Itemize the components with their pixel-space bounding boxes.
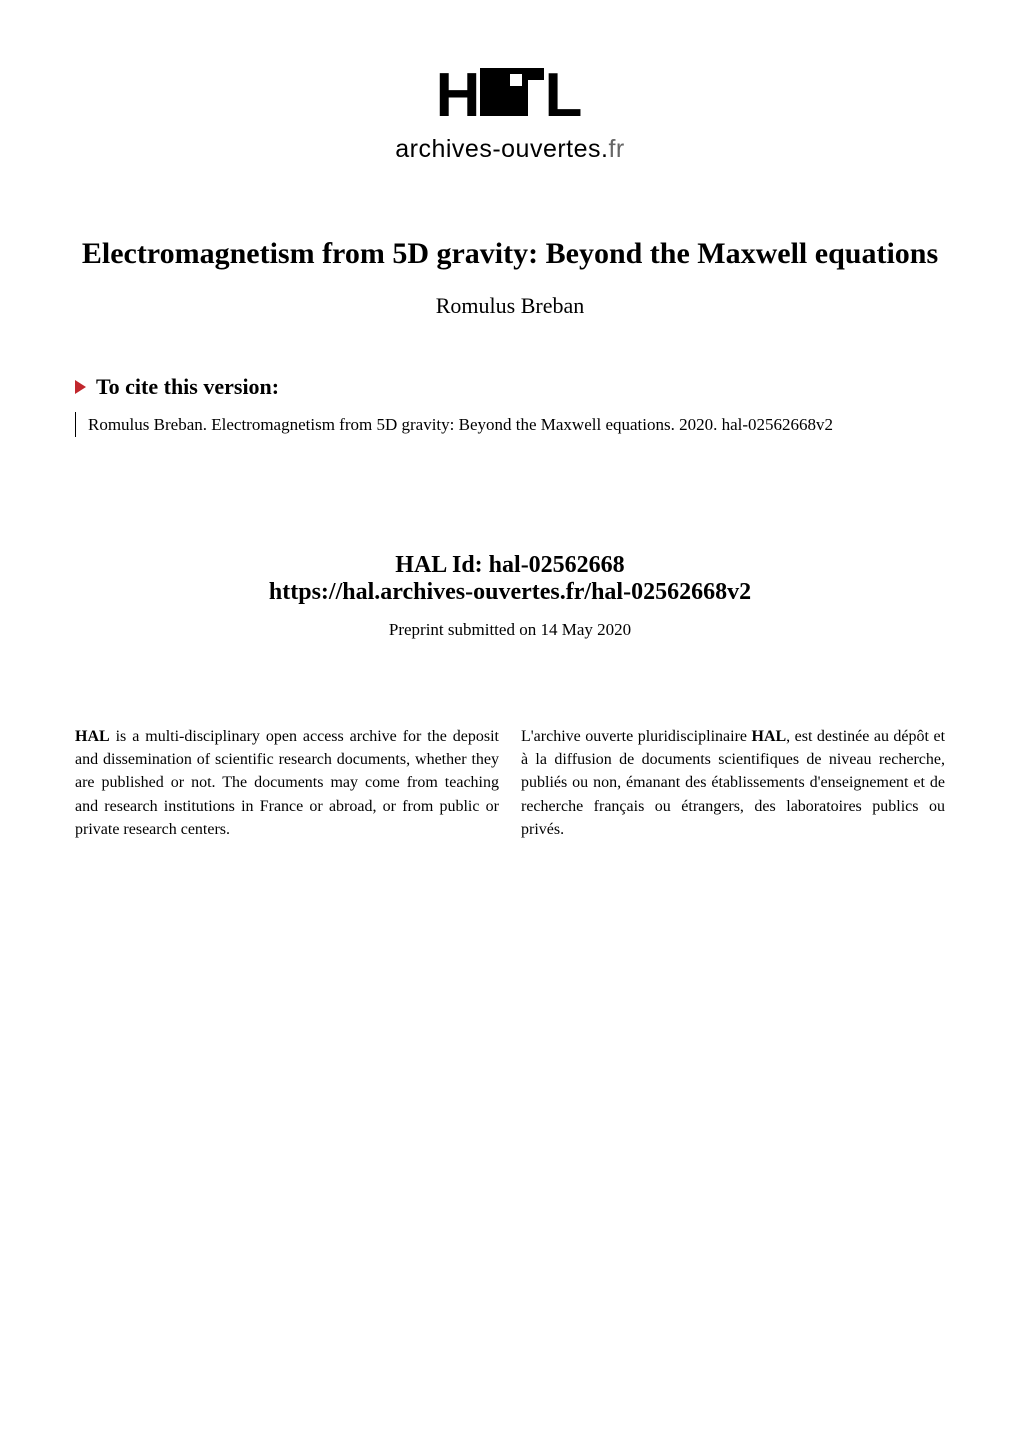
hal-logo-section: HL archives-ouvertes.fr — [75, 60, 945, 164]
logo-letter-h: H — [436, 61, 483, 130]
desc-left-bold: HAL — [75, 728, 110, 745]
paper-title: Electromagnetism from 5D gravity: Beyond… — [75, 234, 945, 275]
description-right-column: L'archive ouverte pluridisciplinaire HAL… — [521, 725, 945, 841]
description-left-column: HAL is a multi-disciplinary open access … — [75, 725, 499, 841]
hal-logo-text: HL — [395, 60, 625, 131]
citation-text: Romulus Breban. Electromagnetism from 5D… — [75, 412, 945, 438]
cite-section: To cite this version: Romulus Breban. El… — [75, 374, 945, 438]
triangle-icon — [75, 380, 86, 394]
description-section: HAL is a multi-disciplinary open access … — [75, 725, 945, 841]
cite-header-text: To cite this version: — [96, 374, 279, 400]
hal-logo: HL archives-ouvertes.fr — [395, 60, 625, 164]
cite-header: To cite this version: — [75, 374, 945, 400]
logo-subtitle: archives-ouvertes.fr — [395, 135, 625, 164]
logo-subtitle-suffix: fr — [608, 135, 624, 163]
logo-subtitle-prefix: archives-ouvertes. — [395, 135, 608, 163]
paper-author: Romulus Breban — [75, 293, 945, 319]
desc-right-prefix: L'archive ouverte pluridisciplinaire — [521, 728, 752, 745]
hal-id-line: HAL Id: hal-02562668 — [75, 552, 945, 579]
hal-id-label: HAL Id: — [395, 552, 488, 578]
logo-box-icon — [480, 68, 528, 116]
desc-left-text: is a multi-disciplinary open access arch… — [75, 728, 499, 838]
hal-id-value: hal-02562668 — [489, 552, 625, 578]
hal-url: https://hal.archives-ouvertes.fr/hal-025… — [75, 579, 945, 606]
logo-letter-l: L — [544, 61, 584, 130]
preprint-date: Preprint submitted on 14 May 2020 — [75, 620, 945, 640]
desc-right-bold: HAL — [752, 728, 787, 745]
hal-id-section: HAL Id: hal-02562668 https://hal.archive… — [75, 552, 945, 606]
